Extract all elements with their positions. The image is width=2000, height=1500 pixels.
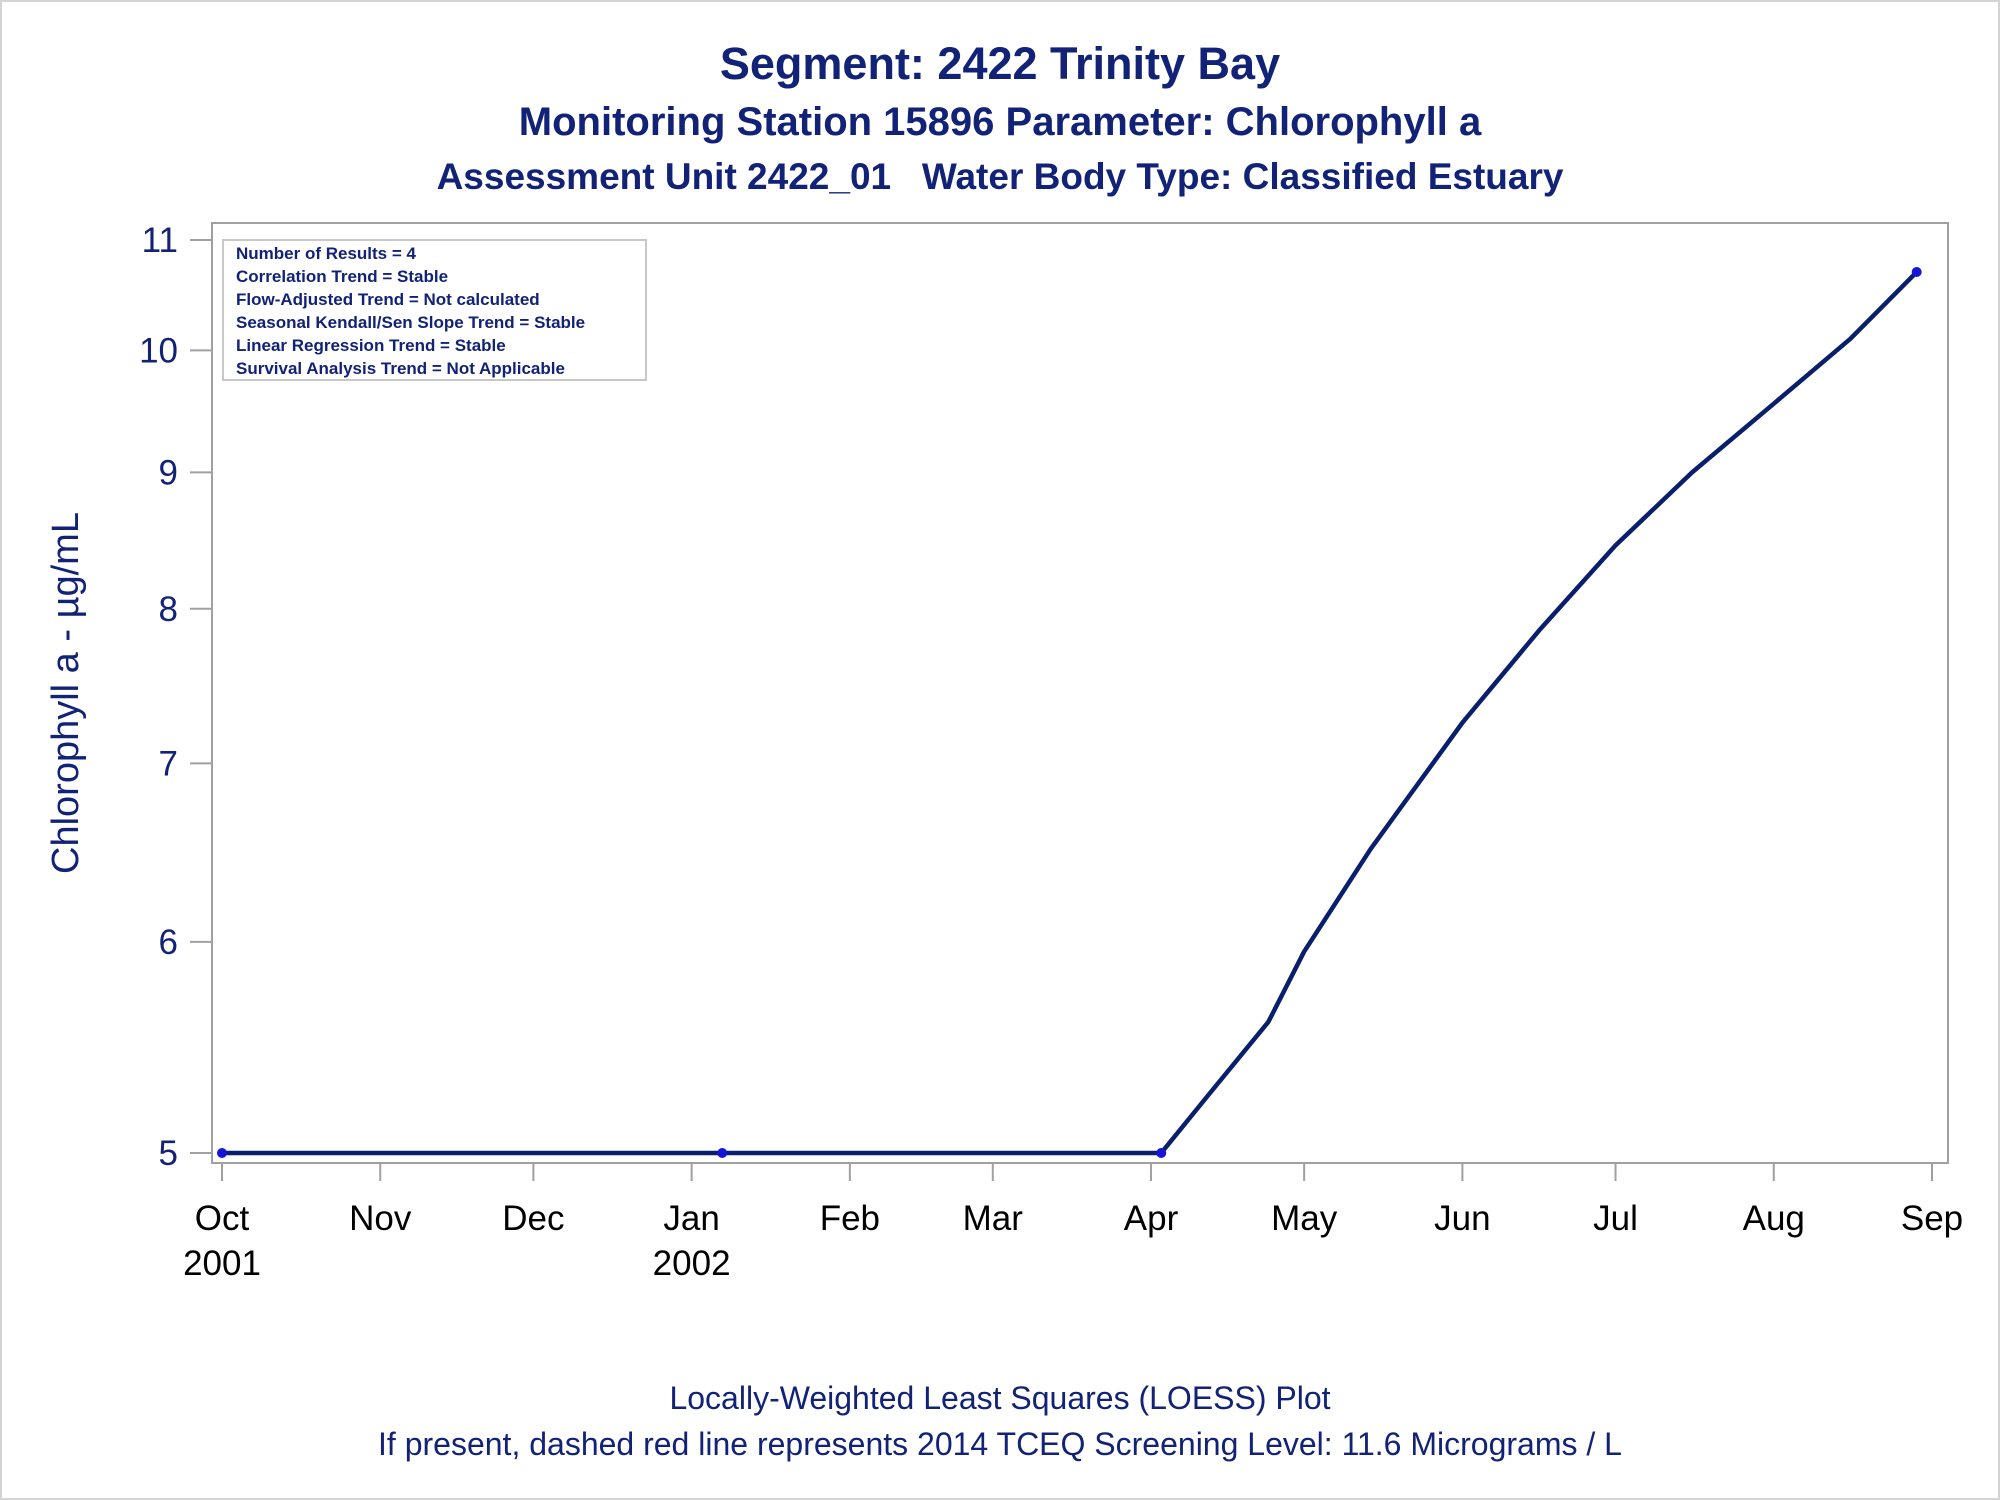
data-point <box>1911 267 1922 278</box>
footnote-screening-level: If present, dashed red line represents 2… <box>378 1426 1622 1462</box>
trend-stats-box: Number of Results = 4 Correlation Trend … <box>222 239 647 381</box>
x-tick-label: Dec <box>502 1199 564 1238</box>
y-tick-label: 10 <box>139 331 178 370</box>
y-tick-label: 8 <box>159 590 178 629</box>
trend-stats-box-border <box>222 239 647 381</box>
x-tick-label: Oct <box>195 1199 250 1238</box>
chart-title: Segment: 2422 Trinity Bay <box>719 38 1281 89</box>
y-tick-label: 6 <box>159 923 178 962</box>
loess-line <box>219 269 1919 1156</box>
y-tick-label: 11 <box>142 221 178 260</box>
x-tick-label: Jul <box>1593 1199 1638 1238</box>
y-tick-label: 7 <box>159 744 178 783</box>
x-tick-label: May <box>1271 1199 1338 1238</box>
data-points <box>217 267 1922 1158</box>
x-tick-year-label: 2002 <box>653 1244 731 1283</box>
stat-survival-analysis-trend: Survival Analysis Trend = Not Applicable <box>236 359 565 378</box>
data-point <box>717 1148 728 1158</box>
x-tick-label: Mar <box>963 1199 1024 1238</box>
stat-flow-adjusted-trend: Flow-Adjusted Trend = Not calculated <box>236 290 540 309</box>
y-axis: 5 6 7 8 9 10 11 <box>139 221 212 1173</box>
x-tick-label: Aug <box>1743 1199 1805 1238</box>
x-tick-label: Jun <box>1434 1199 1490 1238</box>
x-tick-year-label: 2001 <box>183 1244 261 1283</box>
stat-correlation-trend: Correlation Trend = Stable <box>236 267 448 286</box>
stat-seasonal-kendall-trend: Seasonal Kendall/Sen Slope Trend = Stabl… <box>236 313 585 332</box>
x-tick-label: Nov <box>349 1199 412 1238</box>
data-point <box>217 1148 227 1158</box>
x-tick-label: Jan <box>663 1199 719 1238</box>
x-tick-label: Sep <box>1901 1199 1963 1238</box>
stat-number-of-results: Number of Results = 4 <box>236 244 417 263</box>
y-axis-label: Chlorophyll a - µg/mL <box>45 512 87 874</box>
chart-subtitle-assessment: Assessment Unit 2422_01 Water Body Type:… <box>436 156 1564 197</box>
y-tick-label: 9 <box>159 453 178 492</box>
y-tick-label: 5 <box>159 1134 178 1173</box>
stat-linear-regression-trend: Linear Regression Trend = Stable <box>236 336 506 355</box>
x-axis: Oct 2001 Nov Dec Jan 2002 Feb Mar Apr May Jun Jul Au… <box>183 1163 1963 1283</box>
chart-subtitle-station: Monitoring Station 15896 Parameter: Chlo… <box>518 100 1482 144</box>
footnote-loess: Locally-Weighted Least Squares (LOESS) P… <box>669 1380 1331 1416</box>
x-tick-label: Feb <box>820 1199 880 1238</box>
data-point <box>1156 1148 1167 1158</box>
x-tick-label: Apr <box>1124 1199 1179 1238</box>
